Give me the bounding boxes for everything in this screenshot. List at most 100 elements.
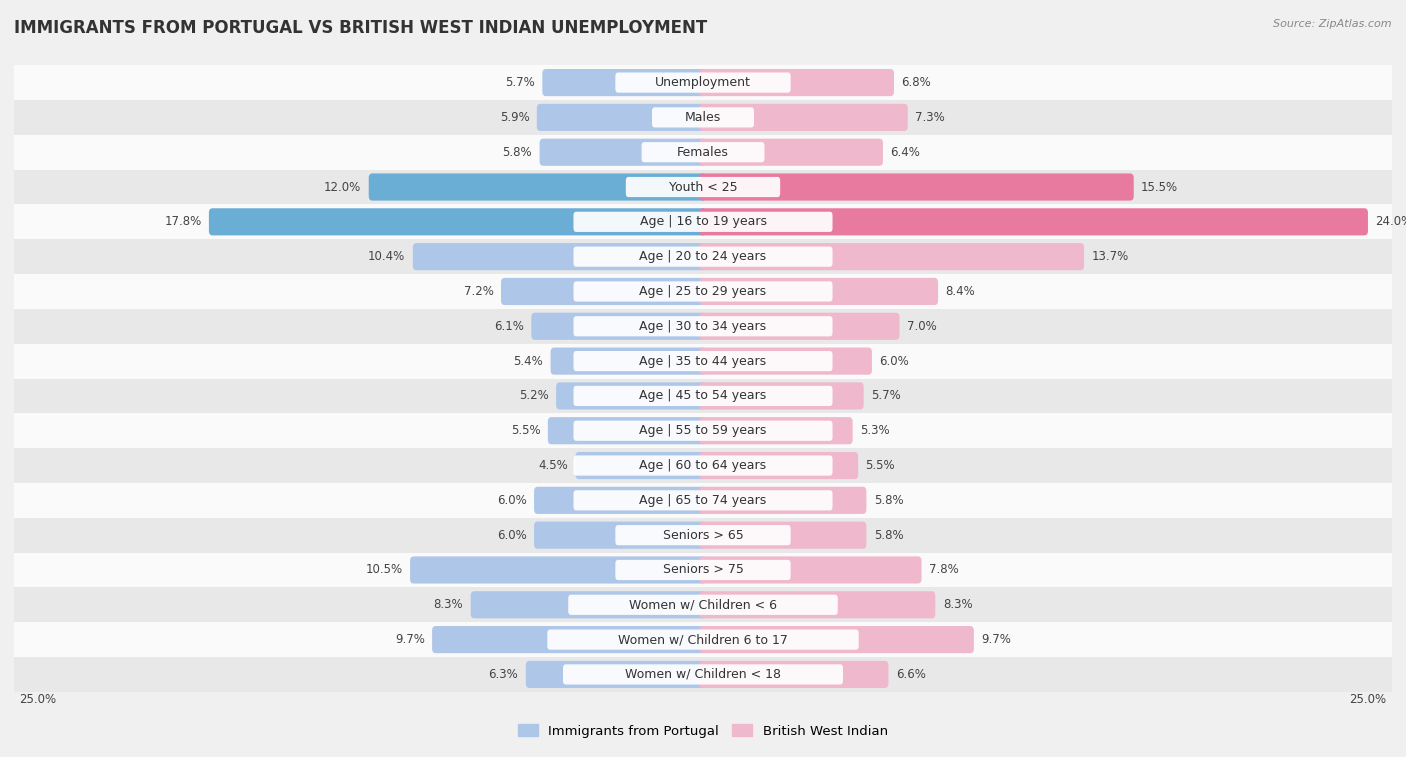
FancyBboxPatch shape: [551, 347, 707, 375]
Text: 7.2%: 7.2%: [464, 285, 494, 298]
Text: Age | 20 to 24 years: Age | 20 to 24 years: [640, 250, 766, 263]
FancyBboxPatch shape: [14, 239, 1392, 274]
Text: 24.0%: 24.0%: [1375, 215, 1406, 229]
Text: Seniors > 65: Seniors > 65: [662, 528, 744, 542]
FancyBboxPatch shape: [534, 487, 707, 514]
Text: Age | 30 to 34 years: Age | 30 to 34 years: [640, 319, 766, 333]
Text: 25.0%: 25.0%: [1350, 693, 1386, 706]
FancyBboxPatch shape: [699, 139, 883, 166]
Text: Age | 25 to 29 years: Age | 25 to 29 years: [640, 285, 766, 298]
Text: Seniors > 75: Seniors > 75: [662, 563, 744, 577]
Text: 9.7%: 9.7%: [981, 633, 1011, 646]
FancyBboxPatch shape: [14, 378, 1392, 413]
FancyBboxPatch shape: [14, 309, 1392, 344]
FancyBboxPatch shape: [699, 626, 974, 653]
FancyBboxPatch shape: [574, 456, 832, 475]
Text: 12.0%: 12.0%: [323, 180, 361, 194]
Text: 13.7%: 13.7%: [1091, 250, 1129, 263]
FancyBboxPatch shape: [14, 518, 1392, 553]
Text: 5.8%: 5.8%: [875, 494, 904, 507]
FancyBboxPatch shape: [531, 313, 707, 340]
FancyBboxPatch shape: [699, 661, 889, 688]
Text: 6.3%: 6.3%: [489, 668, 519, 681]
Text: 9.7%: 9.7%: [395, 633, 425, 646]
FancyBboxPatch shape: [699, 208, 1368, 235]
FancyBboxPatch shape: [14, 344, 1392, 378]
Text: 5.7%: 5.7%: [505, 76, 534, 89]
FancyBboxPatch shape: [548, 417, 707, 444]
FancyBboxPatch shape: [699, 243, 1084, 270]
FancyBboxPatch shape: [616, 73, 790, 92]
FancyBboxPatch shape: [432, 626, 707, 653]
Text: 8.4%: 8.4%: [945, 285, 976, 298]
FancyBboxPatch shape: [368, 173, 707, 201]
Text: 7.0%: 7.0%: [907, 319, 936, 333]
FancyBboxPatch shape: [699, 522, 866, 549]
Text: 5.9%: 5.9%: [499, 111, 530, 124]
Text: 5.4%: 5.4%: [513, 354, 543, 368]
Text: 25.0%: 25.0%: [20, 693, 56, 706]
FancyBboxPatch shape: [14, 170, 1392, 204]
FancyBboxPatch shape: [574, 351, 832, 371]
Text: 5.8%: 5.8%: [875, 528, 904, 542]
FancyBboxPatch shape: [209, 208, 707, 235]
FancyBboxPatch shape: [534, 522, 707, 549]
FancyBboxPatch shape: [574, 316, 832, 336]
FancyBboxPatch shape: [540, 139, 707, 166]
FancyBboxPatch shape: [568, 595, 838, 615]
FancyBboxPatch shape: [14, 587, 1392, 622]
FancyBboxPatch shape: [699, 452, 858, 479]
FancyBboxPatch shape: [557, 382, 707, 410]
FancyBboxPatch shape: [14, 135, 1392, 170]
FancyBboxPatch shape: [471, 591, 707, 618]
Text: 10.5%: 10.5%: [366, 563, 402, 577]
Text: Women w/ Children 6 to 17: Women w/ Children 6 to 17: [619, 633, 787, 646]
Text: 8.3%: 8.3%: [943, 598, 973, 612]
Text: 7.8%: 7.8%: [929, 563, 959, 577]
Text: Source: ZipAtlas.com: Source: ZipAtlas.com: [1274, 19, 1392, 29]
FancyBboxPatch shape: [626, 177, 780, 197]
FancyBboxPatch shape: [14, 65, 1392, 100]
FancyBboxPatch shape: [699, 104, 908, 131]
Text: 6.4%: 6.4%: [890, 145, 921, 159]
Text: Age | 55 to 59 years: Age | 55 to 59 years: [640, 424, 766, 438]
Text: Women w/ Children < 18: Women w/ Children < 18: [626, 668, 780, 681]
FancyBboxPatch shape: [641, 142, 765, 162]
Text: 5.2%: 5.2%: [519, 389, 548, 403]
Text: 7.3%: 7.3%: [915, 111, 945, 124]
FancyBboxPatch shape: [699, 347, 872, 375]
Text: 6.1%: 6.1%: [494, 319, 524, 333]
FancyBboxPatch shape: [575, 452, 707, 479]
FancyBboxPatch shape: [699, 173, 1133, 201]
FancyBboxPatch shape: [413, 243, 707, 270]
FancyBboxPatch shape: [699, 69, 894, 96]
FancyBboxPatch shape: [14, 553, 1392, 587]
FancyBboxPatch shape: [574, 282, 832, 301]
Text: Youth < 25: Youth < 25: [669, 180, 737, 194]
FancyBboxPatch shape: [14, 413, 1392, 448]
Text: Females: Females: [678, 145, 728, 159]
Text: Unemployment: Unemployment: [655, 76, 751, 89]
Text: IMMIGRANTS FROM PORTUGAL VS BRITISH WEST INDIAN UNEMPLOYMENT: IMMIGRANTS FROM PORTUGAL VS BRITISH WEST…: [14, 19, 707, 37]
FancyBboxPatch shape: [14, 274, 1392, 309]
Text: 6.8%: 6.8%: [901, 76, 931, 89]
FancyBboxPatch shape: [616, 525, 790, 545]
Text: 4.5%: 4.5%: [538, 459, 568, 472]
FancyBboxPatch shape: [562, 665, 844, 684]
FancyBboxPatch shape: [574, 247, 832, 266]
Text: 6.0%: 6.0%: [496, 528, 527, 542]
Text: 6.0%: 6.0%: [879, 354, 910, 368]
Text: Age | 35 to 44 years: Age | 35 to 44 years: [640, 354, 766, 368]
FancyBboxPatch shape: [14, 204, 1392, 239]
FancyBboxPatch shape: [699, 382, 863, 410]
Text: 8.3%: 8.3%: [433, 598, 463, 612]
FancyBboxPatch shape: [616, 560, 790, 580]
Text: 6.0%: 6.0%: [496, 494, 527, 507]
FancyBboxPatch shape: [14, 448, 1392, 483]
FancyBboxPatch shape: [699, 591, 935, 618]
Text: 6.6%: 6.6%: [896, 668, 925, 681]
Text: 5.5%: 5.5%: [866, 459, 896, 472]
Text: Age | 45 to 54 years: Age | 45 to 54 years: [640, 389, 766, 403]
FancyBboxPatch shape: [14, 483, 1392, 518]
Text: 10.4%: 10.4%: [368, 250, 405, 263]
